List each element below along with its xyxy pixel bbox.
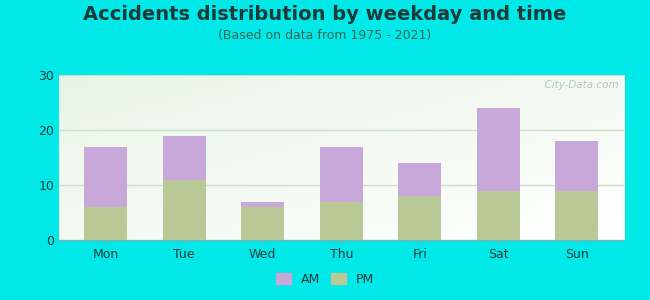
Bar	[84, 146, 127, 207]
Bar	[476, 190, 520, 240]
Bar	[398, 196, 441, 240]
Bar	[320, 202, 363, 240]
Bar	[555, 190, 599, 240]
Bar	[241, 207, 284, 240]
Bar	[162, 136, 206, 179]
Text: (Based on data from 1975 - 2021): (Based on data from 1975 - 2021)	[218, 28, 432, 41]
Bar	[84, 207, 127, 240]
Bar	[241, 202, 284, 207]
Bar	[555, 141, 599, 190]
Legend: AM, PM: AM, PM	[271, 268, 379, 291]
Bar	[476, 108, 520, 190]
Text: Accidents distribution by weekday and time: Accidents distribution by weekday and ti…	[83, 4, 567, 23]
Bar	[162, 179, 206, 240]
Bar	[320, 146, 363, 202]
Text: City-Data.com: City-Data.com	[538, 80, 618, 90]
Bar	[398, 163, 441, 196]
